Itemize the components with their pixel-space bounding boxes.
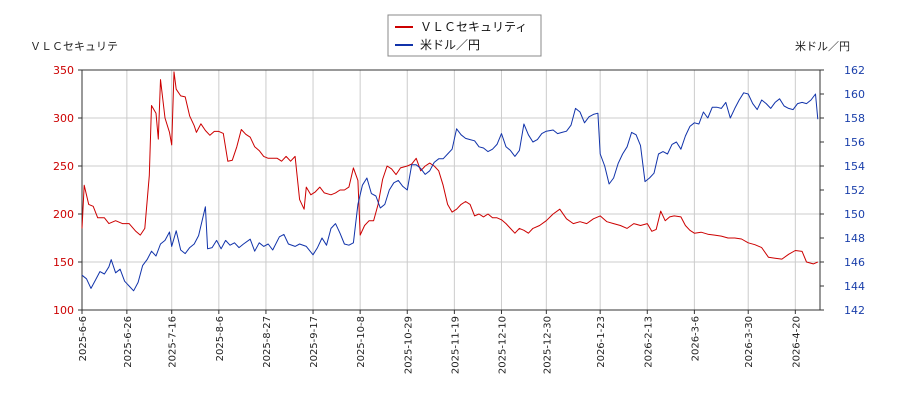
right-axis-title: 米ドル／円 (795, 40, 850, 53)
x-tick-label: 2026-2-13 (643, 316, 654, 368)
x-tick-label: 2025-12-10 (497, 316, 508, 374)
right-tick-label: 142 (844, 304, 865, 317)
right-tick-label: 154 (844, 160, 865, 173)
x-tick-label: 2026-3-6 (690, 316, 701, 361)
right-tick-label: 150 (844, 208, 865, 221)
x-tick-label: 2026-3-30 (744, 316, 755, 368)
x-tick-label: 2025-9-17 (309, 316, 320, 368)
right-tick-label: 152 (844, 184, 865, 197)
left-tick-label: 350 (53, 64, 74, 77)
left-tick-label: 300 (53, 112, 74, 125)
x-tick-label: 2025-7-16 (168, 316, 179, 368)
x-tick-label: 2026-1-23 (596, 316, 607, 368)
right-axis-ticks: 142 144 146 148 150 152 154 156 158 160 162 (820, 64, 865, 317)
legend-box (387, 14, 542, 57)
x-tick-label: 2025-12-30 (542, 316, 553, 374)
series-layer (81, 71, 819, 292)
x-tick-label: 2025-11-19 (450, 316, 461, 374)
right-tick-label: 158 (844, 112, 865, 125)
left-tick-label: 100 (53, 304, 74, 317)
grid (81, 69, 820, 311)
x-tick-label: 2025-10-8 (356, 316, 367, 368)
x-axis-ticks: 2025-6-6 2025-6-26 2025-7-16 2025-8-6 2025-8… (78, 310, 802, 374)
right-tick-label: 148 (844, 232, 865, 245)
right-tick-label: 160 (844, 88, 865, 101)
left-axis-ticks: 100 150 200 250 300 350 (53, 64, 82, 317)
right-tick-label: 162 (844, 64, 865, 77)
legend-label-vlc: ＶＬＣセキュリティ (420, 20, 527, 34)
x-tick-label: 2025-10-29 (403, 316, 414, 374)
left-tick-label: 200 (53, 208, 74, 221)
left-tick-label: 150 (53, 256, 74, 269)
right-tick-label: 144 (844, 280, 865, 293)
x-tick-label: 2025-8-6 (215, 316, 226, 361)
x-tick-label: 2025-6-6 (78, 316, 89, 361)
right-tick-label: 156 (844, 136, 865, 149)
legend: ＶＬＣセキュリティ 米ドル／円 (387, 14, 542, 57)
x-tick-label: 2025-8-27 (262, 316, 273, 368)
right-tick-label: 146 (844, 256, 865, 269)
left-tick-label: 250 (53, 160, 74, 173)
legend-label-usdjpy: 米ドル／円 (420, 38, 480, 52)
series-line-usdjpy (81, 92, 819, 292)
left-axis-title: ＶＬＣセキュリテ (30, 40, 118, 53)
x-tick-label: 2026-4-20 (791, 316, 802, 368)
series-line-vlc (81, 71, 818, 265)
x-tick-label: 2025-6-26 (123, 316, 134, 368)
